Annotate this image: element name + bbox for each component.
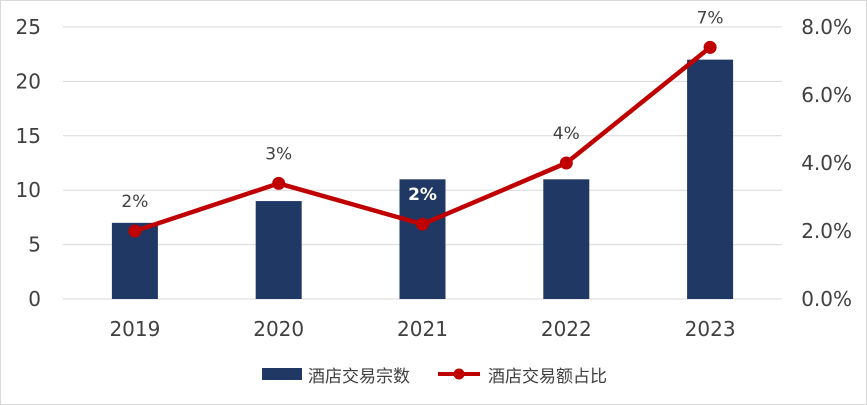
data-label: 2% bbox=[121, 192, 148, 212]
x-tick-label: 2023 bbox=[685, 317, 736, 341]
line-point bbox=[703, 40, 717, 54]
legend-item-line-series: 酒店交易额占比 bbox=[436, 362, 607, 387]
legend-label-bar-series: 酒店交易宗数 bbox=[308, 366, 410, 387]
y-left-tick-label: 5 bbox=[28, 233, 41, 257]
x-tick-label: 2020 bbox=[253, 317, 304, 341]
y-left-tick-label: 20 bbox=[16, 69, 41, 93]
y-right-tick-label: 8.0% bbox=[801, 15, 852, 39]
data-label: 2% bbox=[408, 185, 437, 205]
legend-label-line-series: 酒店交易额占比 bbox=[488, 366, 607, 387]
data-label: 3% bbox=[265, 144, 292, 164]
data-label: 7% bbox=[697, 8, 724, 28]
bar bbox=[543, 179, 590, 299]
combo-chart: 0 5 10 15 20 25 0.0% 2.0% 4.0% 6.0% 8.0% 2019 2020 20… bbox=[16, 8, 852, 341]
y-right-tick-label: 4.0% bbox=[801, 151, 852, 175]
legend: 酒店交易宗数 酒店交易额占比 bbox=[1, 360, 867, 388]
line-point bbox=[272, 176, 286, 190]
y-left-tick-label: 0 bbox=[28, 287, 41, 311]
y-left-tick-label: 10 bbox=[16, 178, 41, 202]
y-left-tick-label: 25 bbox=[16, 15, 41, 39]
y-right-tick-label: 0.0% bbox=[801, 287, 852, 311]
legend-swatch-line bbox=[438, 368, 480, 380]
x-tick-label: 2022 bbox=[541, 317, 592, 341]
line-point bbox=[416, 217, 429, 231]
x-tick-label: 2019 bbox=[109, 317, 160, 341]
bar bbox=[687, 59, 734, 299]
legend-swatch-bar bbox=[262, 368, 302, 380]
line-point bbox=[559, 156, 573, 170]
bar bbox=[255, 201, 302, 299]
y-right-tick-label: 6.0% bbox=[801, 83, 852, 107]
x-tick-label: 2021 bbox=[397, 317, 448, 341]
data-label: 4% bbox=[553, 124, 580, 144]
line-point bbox=[128, 224, 142, 238]
legend-item-bar-series: 酒店交易宗数 bbox=[262, 362, 410, 387]
y-left-tick-label: 15 bbox=[16, 124, 41, 148]
y-right-tick-label: 2.0% bbox=[801, 219, 852, 243]
bar bbox=[399, 179, 446, 299]
